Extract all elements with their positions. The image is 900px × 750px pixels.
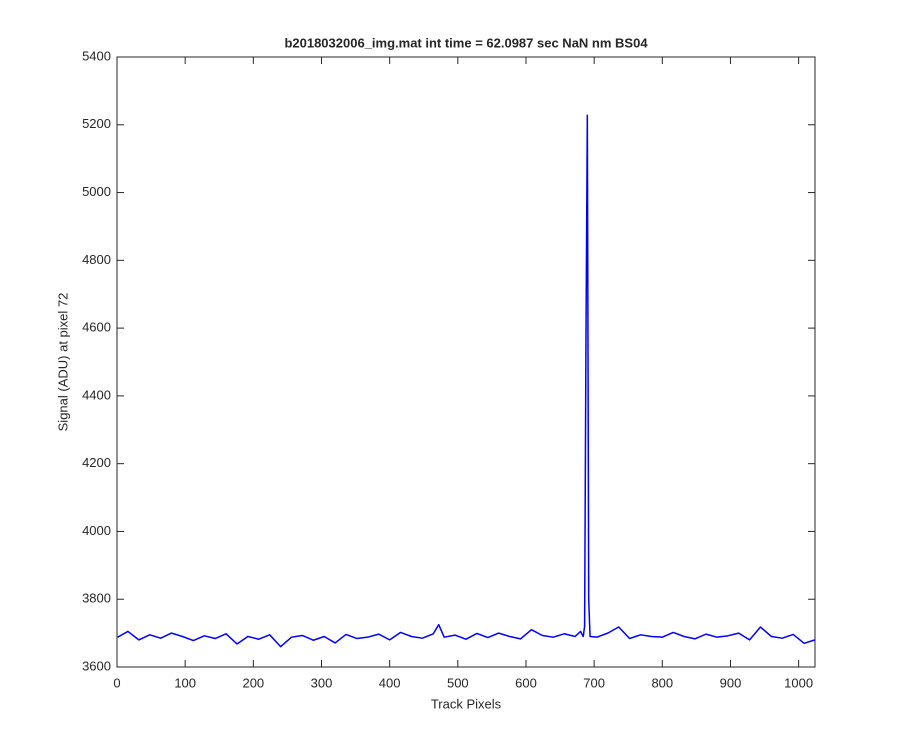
- y-tick-label: 3800: [82, 591, 111, 606]
- x-tick-label: 700: [583, 675, 605, 690]
- y-tick-label: 4000: [82, 523, 111, 538]
- y-axis-label: Signal (ADU) at pixel 72: [55, 293, 70, 432]
- y-tick-label: 4800: [82, 252, 111, 267]
- x-tick-label: 600: [515, 675, 537, 690]
- plot-box: [116, 56, 816, 668]
- x-tick-label: 200: [242, 675, 264, 690]
- data-line: [117, 114, 816, 648]
- x-tick-label: 100: [174, 675, 196, 690]
- y-tick-label: 5400: [82, 48, 111, 63]
- x-tick-label: 800: [651, 675, 673, 690]
- x-axis-label: Track Pixels: [431, 696, 502, 711]
- y-tick-label: 4200: [82, 455, 111, 470]
- x-tick-label: 500: [447, 675, 469, 690]
- y-tick-label: 5000: [82, 184, 111, 199]
- x-tick-label: 400: [379, 675, 401, 690]
- x-tick-label: 300: [311, 675, 333, 690]
- x-tick-label: 1000: [784, 675, 813, 690]
- x-tick-label: 0: [113, 675, 120, 690]
- x-tick-label: 900: [720, 675, 742, 690]
- y-tick-label: 4600: [82, 320, 111, 335]
- y-tick-label: 3600: [82, 658, 111, 673]
- y-tick-label: 5200: [82, 116, 111, 131]
- chart-title: b2018032006_img.mat int time = 62.0987 s…: [284, 35, 648, 50]
- y-tick-label: 4400: [82, 387, 111, 402]
